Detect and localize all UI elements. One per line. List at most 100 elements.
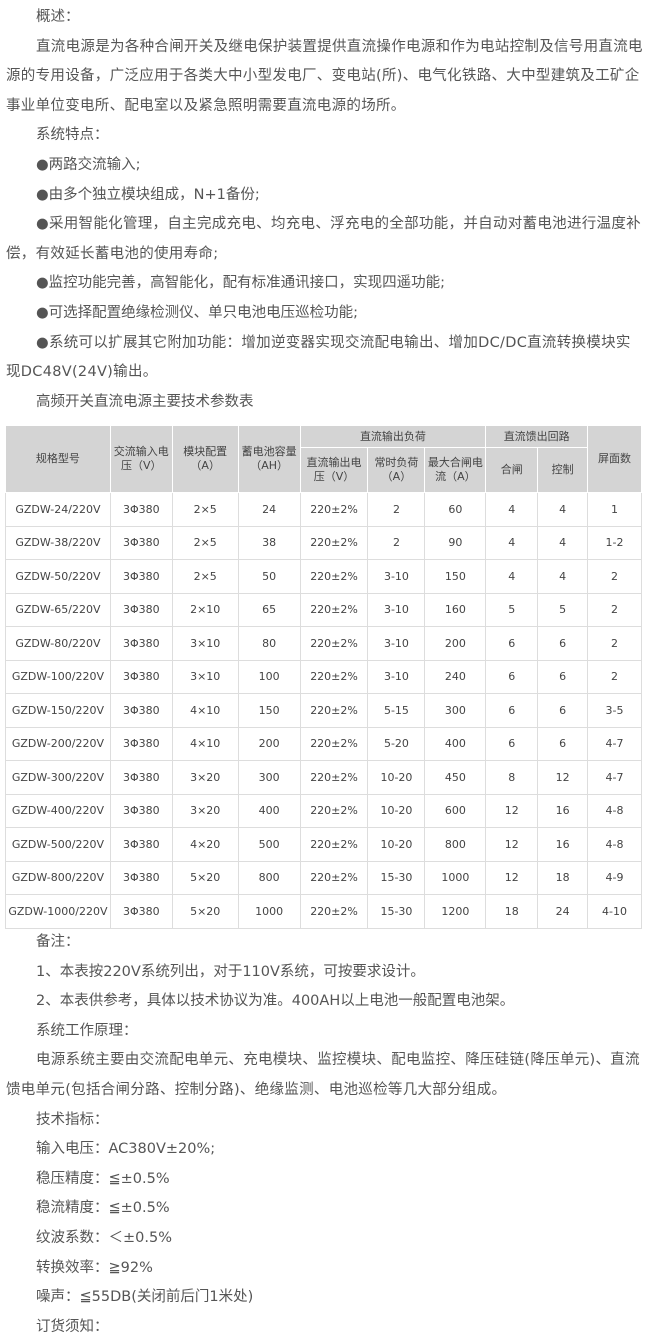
feature-item: ●两路交流输入; bbox=[36, 156, 141, 173]
header-panels: 屏面数 bbox=[587, 425, 642, 493]
table-cell: 4-7 bbox=[587, 726, 642, 761]
table-cell: 3Φ380 bbox=[109, 626, 173, 661]
table-cell: 2 bbox=[587, 626, 642, 661]
table-cell: 2×5 bbox=[171, 492, 239, 527]
table-cell: 15-30 bbox=[367, 860, 426, 895]
table-row: GZDW-38/220V 3Φ380 2×5 38 220±2% 2 90 4 4 1-2 bbox=[5, 525, 642, 560]
table-row: GZDW-24/220V 3Φ380 2×5 24 220±2% 2 60 4 4 1 bbox=[5, 492, 642, 527]
table-cell: GZDW-65/220V bbox=[5, 592, 111, 627]
table-cell: 220±2% bbox=[299, 793, 369, 828]
overview-text: 直流电源是为各种合闸开关及继电保护装置提供直流操作电源和作为电站控制及信号用直流… bbox=[6, 38, 643, 114]
spec-item: 转换效率：≧92% bbox=[36, 1259, 153, 1276]
table-cell: GZDW-800/220V bbox=[5, 860, 111, 895]
table-cell: 1000 bbox=[424, 860, 487, 895]
table-cell: 4 bbox=[537, 559, 589, 594]
feature-item: ●系统可以扩展其它附加功能：增加逆变器实现交流配电输出、增加DC/DC直流转换模… bbox=[6, 334, 631, 381]
table-cell: GZDW-200/220V bbox=[5, 726, 111, 761]
table-cell: 3×20 bbox=[171, 760, 239, 795]
table-cell: 50 bbox=[237, 559, 301, 594]
table-cell: 12 bbox=[537, 760, 589, 795]
table-cell: 2 bbox=[587, 592, 642, 627]
features-heading: 系统特点： bbox=[36, 127, 109, 144]
table-cell: 3Φ380 bbox=[109, 592, 173, 627]
table-cell: 4-8 bbox=[587, 827, 642, 862]
table-cell: 5 bbox=[537, 592, 589, 627]
table-cell: 12 bbox=[485, 860, 539, 895]
table-cell: 6 bbox=[485, 726, 539, 761]
table-cell: 1 bbox=[587, 492, 642, 527]
table-cell: 3×10 bbox=[171, 659, 239, 694]
table-cell: 3-10 bbox=[367, 659, 426, 694]
table-cell: 220±2% bbox=[299, 525, 369, 560]
table-cell: 18 bbox=[537, 860, 589, 895]
table-cell: 1000 bbox=[237, 894, 301, 929]
table-cell: 400 bbox=[237, 793, 301, 828]
header-feeder: 直流馈出回路 bbox=[485, 425, 589, 448]
order-heading: 订货须知： bbox=[36, 1318, 109, 1335]
table-cell: 220±2% bbox=[299, 659, 369, 694]
table-cell: 2 bbox=[367, 492, 426, 527]
table-cell: 4-8 bbox=[587, 793, 642, 828]
principle-text: 电源系统主要由交流配电单元、充电模块、监控模块、配电监控、降压硅链(降压单元)、… bbox=[6, 1052, 640, 1098]
table-cell: 4-7 bbox=[587, 760, 642, 795]
table-cell: 3Φ380 bbox=[109, 760, 173, 795]
table-cell: GZDW-100/220V bbox=[5, 659, 111, 694]
header-battery: 蓄电池容量（AH） bbox=[237, 425, 301, 493]
table-cell: 2 bbox=[367, 525, 426, 560]
table-cell: 240 bbox=[424, 659, 487, 694]
table-cell: 3Φ380 bbox=[109, 492, 173, 527]
table-cell: 3-10 bbox=[367, 559, 426, 594]
note-item: 1、本表按220V系统列出，对于110V系统，可按要求设计。 bbox=[36, 963, 425, 980]
table-row: GZDW-800/220V 3Φ380 5×20 800 220±2% 15-30 1000… bbox=[5, 860, 642, 895]
table-row: GZDW-500/220V 3Φ380 4×20 500 220±2% 10-20 800 1… bbox=[5, 827, 642, 862]
table-cell: 5×20 bbox=[171, 860, 239, 895]
table-cell: 15-30 bbox=[367, 894, 426, 929]
table-cell: 300 bbox=[237, 760, 301, 795]
table-cell: 24 bbox=[237, 492, 301, 527]
table-cell: 4×10 bbox=[171, 693, 239, 728]
table-cell: 4×20 bbox=[171, 827, 239, 862]
table-cell: 3-5 bbox=[587, 693, 642, 728]
table-cell: 10-20 bbox=[367, 793, 426, 828]
table-cell: 24 bbox=[537, 894, 589, 929]
table-row: GZDW-65/220V 3Φ380 2×10 65 220±2% 3-10 160 5 5 2 bbox=[5, 592, 642, 627]
table-cell: 4-9 bbox=[587, 860, 642, 895]
table-row: GZDW-50/220V 3Φ380 2×5 50 220±2% 3-10 150 4 4 2 bbox=[5, 559, 642, 594]
table-cell: 1200 bbox=[424, 894, 487, 929]
header-dc-load: 直流输出负荷 bbox=[299, 425, 487, 448]
feature-item: ●由多个独立模块组成，N+1备份; bbox=[36, 186, 260, 203]
table-cell: 220±2% bbox=[299, 626, 369, 661]
table-cell: 2×10 bbox=[171, 592, 239, 627]
table-cell: 800 bbox=[237, 860, 301, 895]
feature-item: ●监控功能完善，高智能化，配有标准通讯接口，实现四遥功能; bbox=[36, 275, 446, 292]
table-cell: 3Φ380 bbox=[109, 793, 173, 828]
table-cell: GZDW-400/220V bbox=[5, 793, 111, 828]
table-cell: 100 bbox=[237, 659, 301, 694]
table-cell: 38 bbox=[237, 525, 301, 560]
table-cell: 3Φ380 bbox=[109, 827, 173, 862]
table-row: GZDW-100/220V 3Φ380 3×10 100 220±2% 3-10 240 6 6… bbox=[5, 659, 642, 694]
spec-item: 输入电压：AC380V±20%; bbox=[36, 1141, 216, 1158]
table-cell: 65 bbox=[237, 592, 301, 627]
spec-item: 纹波系数：＜±0.5% bbox=[36, 1229, 172, 1246]
table-cell: 220±2% bbox=[299, 760, 369, 795]
table-cell: 2×5 bbox=[171, 559, 239, 594]
header-ac-input: 交流输入电压（V） bbox=[109, 425, 173, 493]
table-cell: 3Φ380 bbox=[109, 894, 173, 929]
header-control: 控制 bbox=[537, 447, 589, 493]
table-cell: GZDW-150/220V bbox=[5, 693, 111, 728]
table-cell: 3Φ380 bbox=[109, 860, 173, 895]
notes-section: 备注： 1、本表按220V系统列出，对于110V系统，可按要求设计。 2、本表供… bbox=[6, 928, 644, 1342]
table-cell: 3Φ380 bbox=[109, 559, 173, 594]
table-cell: GZDW-80/220V bbox=[5, 626, 111, 661]
table-cell: 10-20 bbox=[367, 827, 426, 862]
table-cell: 3×20 bbox=[171, 793, 239, 828]
header-module: 模块配置（A） bbox=[171, 425, 239, 493]
table-cell: 4 bbox=[485, 492, 539, 527]
table-cell: 4 bbox=[537, 492, 589, 527]
table-cell: 16 bbox=[537, 793, 589, 828]
spec-table: 规格型号 交流输入电压（V） 模块配置（A） 蓄电池容量（AH） 直流输出负荷 … bbox=[5, 425, 642, 929]
table-cell: 220±2% bbox=[299, 693, 369, 728]
table-cell: 4 bbox=[485, 525, 539, 560]
spec-item: 稳压精度：≦±0.5% bbox=[36, 1170, 170, 1187]
